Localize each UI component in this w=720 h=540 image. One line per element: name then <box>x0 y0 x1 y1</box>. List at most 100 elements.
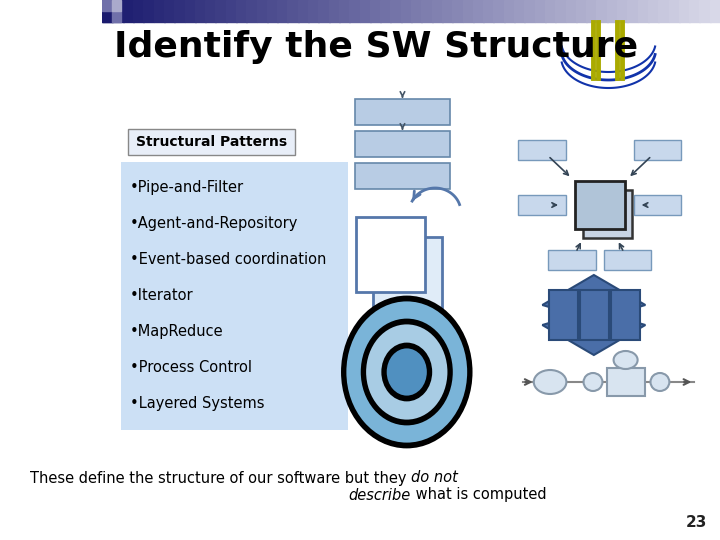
Text: •Process Control: •Process Control <box>130 360 251 375</box>
Bar <box>473 0 484 22</box>
Bar <box>582 190 632 238</box>
Bar <box>617 0 628 22</box>
Bar <box>432 0 443 22</box>
Bar <box>112 11 121 22</box>
Bar <box>679 0 690 22</box>
Bar <box>658 0 670 22</box>
Bar <box>518 195 565 215</box>
Text: Identify the SW Structure: Identify the SW Structure <box>114 30 638 64</box>
Bar <box>287 0 299 22</box>
Ellipse shape <box>534 370 567 394</box>
Bar <box>524 0 536 22</box>
Bar <box>504 0 515 22</box>
Bar <box>586 0 598 22</box>
Bar <box>380 0 392 22</box>
Bar <box>318 0 330 22</box>
Bar <box>462 0 474 22</box>
Bar <box>421 0 433 22</box>
Bar <box>549 250 595 270</box>
Bar <box>596 0 608 22</box>
Ellipse shape <box>583 373 603 391</box>
Bar <box>607 368 645 396</box>
Bar <box>128 129 295 155</box>
Bar <box>277 0 288 22</box>
Bar <box>339 0 350 22</box>
Ellipse shape <box>650 373 670 391</box>
Bar <box>112 0 124 22</box>
Bar <box>359 0 371 22</box>
Bar <box>205 0 216 22</box>
Bar <box>648 0 659 22</box>
Text: 23: 23 <box>685 515 707 530</box>
Bar <box>102 11 112 22</box>
Ellipse shape <box>613 351 638 369</box>
Bar <box>215 0 227 22</box>
Bar <box>575 181 625 229</box>
Text: do not: do not <box>411 470 458 485</box>
Bar <box>580 290 609 340</box>
Bar <box>514 0 525 22</box>
Text: describe: describe <box>348 488 411 503</box>
Bar <box>549 290 578 340</box>
Bar <box>607 0 618 22</box>
Circle shape <box>383 344 431 400</box>
Text: These define the structure of our software but they: These define the structure of our softwa… <box>30 470 411 485</box>
Bar <box>535 0 546 22</box>
Bar <box>373 237 442 312</box>
Bar <box>699 0 711 22</box>
Bar <box>133 0 144 22</box>
Text: Structural Patterns: Structural Patterns <box>136 135 287 149</box>
Bar <box>576 0 587 22</box>
Bar <box>370 0 381 22</box>
Polygon shape <box>542 310 645 355</box>
Bar <box>411 0 422 22</box>
Bar <box>246 0 258 22</box>
Circle shape <box>362 320 451 424</box>
Bar <box>442 0 453 22</box>
Bar <box>483 0 495 22</box>
Bar <box>195 0 206 22</box>
Bar <box>355 99 450 125</box>
Circle shape <box>345 300 469 444</box>
Bar <box>122 0 134 22</box>
Bar <box>401 0 412 22</box>
Bar <box>545 0 556 22</box>
Bar <box>452 0 464 22</box>
Bar <box>328 0 340 22</box>
Bar <box>668 0 680 22</box>
Bar <box>102 0 113 22</box>
Text: •Iterator: •Iterator <box>130 288 193 303</box>
Text: •Agent-and-Repository: •Agent-and-Repository <box>130 216 298 231</box>
Text: •Pipe-and-Filter: •Pipe-and-Filter <box>130 180 243 195</box>
Bar <box>710 0 720 22</box>
Bar <box>349 0 361 22</box>
Bar <box>164 0 175 22</box>
Bar <box>555 0 567 22</box>
Bar <box>493 0 505 22</box>
Text: •MapReduce: •MapReduce <box>130 324 223 339</box>
Bar <box>627 0 639 22</box>
Bar <box>689 0 701 22</box>
Bar <box>356 217 425 292</box>
Bar <box>355 131 450 157</box>
Bar <box>604 250 652 270</box>
Text: what is computed: what is computed <box>411 488 546 503</box>
Bar <box>121 162 348 430</box>
Bar <box>256 0 268 22</box>
Bar <box>298 0 309 22</box>
Bar <box>225 0 237 22</box>
Text: •Event-based coordination: •Event-based coordination <box>130 252 326 267</box>
Bar <box>236 0 247 22</box>
Bar <box>611 290 640 340</box>
Polygon shape <box>542 275 645 320</box>
Bar <box>565 0 577 22</box>
Circle shape <box>343 297 471 447</box>
Text: •Layered Systems: •Layered Systems <box>130 396 264 411</box>
Bar <box>308 0 319 22</box>
Bar <box>102 0 112 11</box>
Bar <box>390 0 402 22</box>
Bar <box>174 0 185 22</box>
Circle shape <box>365 323 449 421</box>
Bar <box>184 0 196 22</box>
Bar <box>634 140 681 160</box>
